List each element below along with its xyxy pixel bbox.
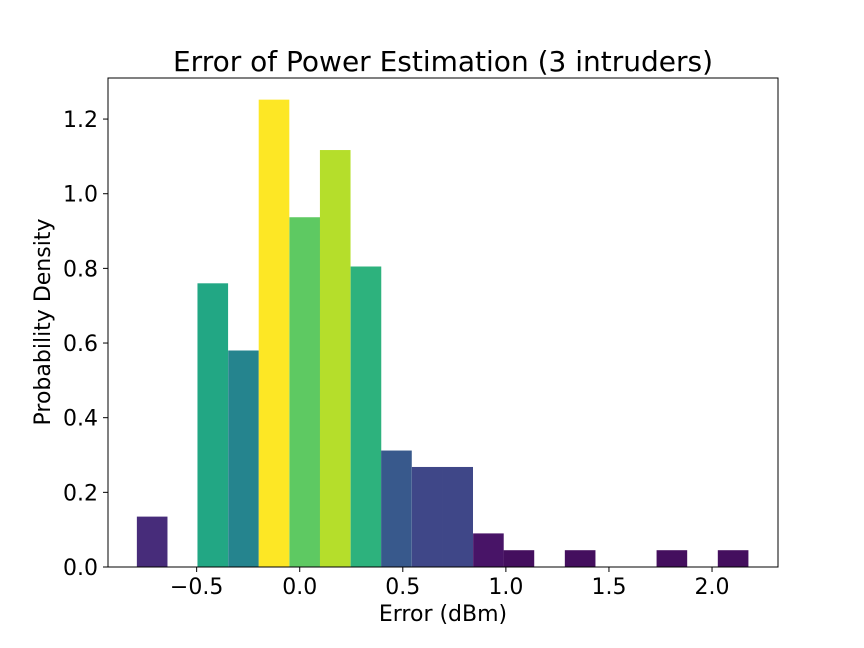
x-tick-label: −0.5	[170, 575, 223, 600]
y-tick-label: 0.2	[63, 481, 98, 506]
histogram-bar	[136, 516, 168, 567]
histogram-bar	[473, 533, 504, 567]
histogram-bar	[289, 217, 321, 567]
x-tick-label: 0.0	[282, 575, 317, 600]
y-tick-label: 0.0	[63, 556, 98, 581]
chart-title: Error of Power Estimation (3 intruders)	[173, 45, 713, 78]
y-axis-label: Probability Density	[31, 219, 56, 426]
x-tick-label: 1.5	[591, 575, 626, 600]
histogram-bar	[503, 550, 535, 567]
histogram-bar	[228, 350, 259, 567]
histogram-bar	[319, 150, 351, 567]
x-tick-label: 1.0	[488, 575, 523, 600]
bars-group	[136, 99, 749, 567]
histogram-bar	[564, 550, 596, 567]
histogram-bar	[350, 266, 382, 567]
histogram-bar	[717, 550, 749, 567]
histogram-bar	[258, 99, 290, 567]
x-axis-label: Error (dBm)	[379, 602, 507, 627]
histogram-bar	[411, 466, 443, 567]
y-tick-label: 1.2	[63, 108, 98, 133]
y-tick-label: 0.8	[63, 257, 98, 282]
histogram-bar	[381, 450, 412, 567]
y-tick-label: 0.6	[63, 332, 98, 357]
x-tick-label: 2.0	[695, 575, 730, 600]
histogram-bar	[656, 550, 688, 567]
x-axis-ticks: −0.5 0.0 0.5 1.0 1.5 2.0	[170, 567, 730, 600]
y-axis-ticks: 0.0 0.2 0.4 0.6 0.8 1.0 1.2	[63, 108, 108, 581]
y-tick-label: 1.0	[63, 183, 98, 208]
y-tick-label: 0.4	[63, 407, 98, 432]
x-tick-label: 0.5	[385, 575, 420, 600]
histogram-bar	[442, 466, 473, 567]
histogram-bar	[197, 283, 229, 567]
plot-frame	[107, 77, 779, 568]
